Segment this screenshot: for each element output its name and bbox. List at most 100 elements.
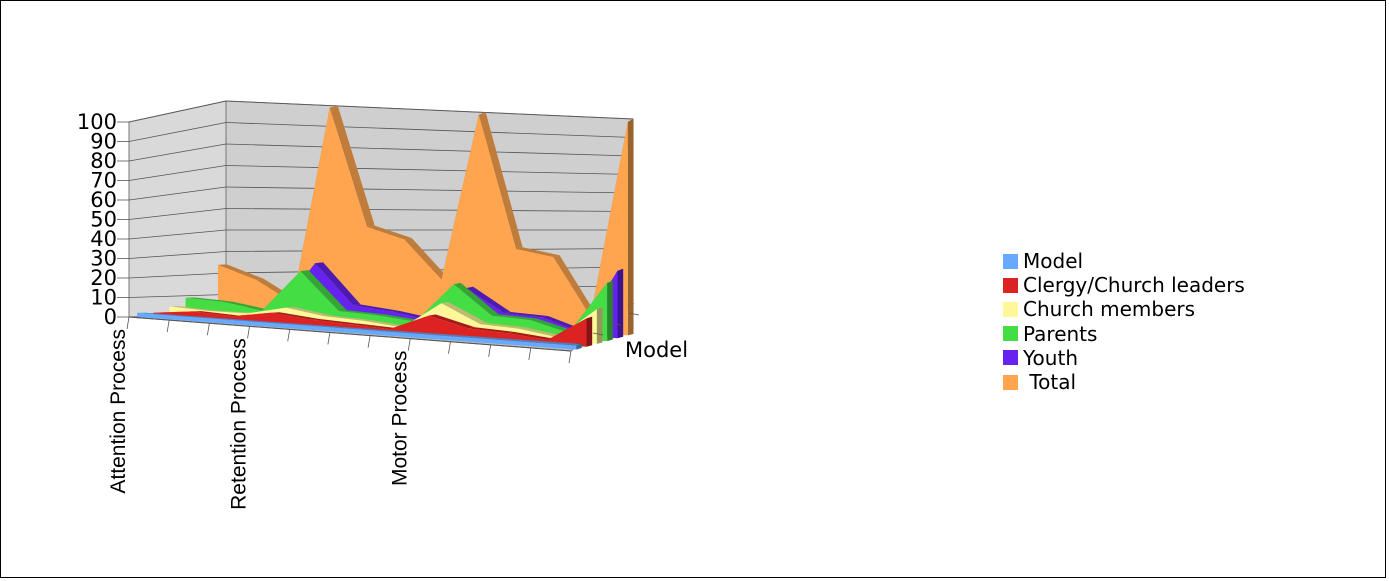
xtick-mark xyxy=(206,323,210,336)
area-top-edge xyxy=(453,282,499,316)
legend-item: Youth xyxy=(1003,346,1245,370)
gridline-side xyxy=(128,251,227,259)
gridline-back xyxy=(225,122,634,138)
xtick-mark xyxy=(488,344,492,357)
depth-tick-mark xyxy=(592,332,604,336)
gridline-side xyxy=(128,143,227,162)
gridline-side xyxy=(128,272,227,279)
area-top-edge xyxy=(185,297,233,303)
ytick-label: 30 xyxy=(90,247,117,271)
category-label: Attention Process xyxy=(107,329,130,494)
area-top-edge xyxy=(516,247,560,258)
xtick-mark xyxy=(367,335,371,348)
legend-item: Parents xyxy=(1003,322,1245,346)
area-top-edge xyxy=(338,310,385,316)
area-top-edge xyxy=(300,270,347,311)
area-top-edge xyxy=(366,225,412,240)
legend-label: Parents xyxy=(1023,321,1098,346)
gridline-back xyxy=(225,143,634,157)
category-label: Retention Process xyxy=(228,338,251,510)
legend-label: Youth xyxy=(1023,345,1078,370)
gridline-back xyxy=(225,248,634,252)
area-top-edge xyxy=(177,315,226,319)
area-top-edge xyxy=(324,315,372,321)
category-label: Motor Process xyxy=(388,351,411,486)
gridline-side xyxy=(128,294,227,298)
area-end-face xyxy=(596,307,603,344)
area-top-edge xyxy=(350,323,397,330)
area-end-face xyxy=(576,344,582,350)
area-top-edge xyxy=(468,327,514,334)
area-end-face xyxy=(586,316,593,347)
xtick-mark xyxy=(528,347,532,360)
area-top-edge xyxy=(504,311,549,318)
xtick-mark xyxy=(126,316,130,330)
legend-swatch xyxy=(1003,253,1018,269)
legend-item: Clergy/Church leaders xyxy=(1003,273,1245,297)
area-end-face xyxy=(607,280,613,342)
area-top-edge xyxy=(352,304,399,312)
area-top-edge xyxy=(519,327,564,338)
legend-label: Clergy/Church leaders xyxy=(1023,273,1245,298)
area-top-edge xyxy=(507,331,554,340)
legend-item: Church members xyxy=(1003,297,1245,321)
gridline-side xyxy=(128,208,227,220)
area-top-edge xyxy=(466,286,511,314)
area-end-face xyxy=(627,118,634,336)
ytick-label: 90 xyxy=(90,130,117,154)
xtick-mark xyxy=(568,350,572,364)
side-wall xyxy=(128,100,227,318)
series-layer xyxy=(137,105,634,350)
area-top-edge xyxy=(329,105,375,228)
area-top-edge xyxy=(169,306,217,311)
area-top-edge xyxy=(492,314,537,320)
depth-tick-mark xyxy=(628,312,640,316)
area-end-face xyxy=(617,268,624,339)
area-top-edge xyxy=(530,318,575,333)
area-model xyxy=(137,312,577,350)
ytick-label: 70 xyxy=(90,169,117,193)
area-top-edge xyxy=(428,314,475,329)
ytick-label: 50 xyxy=(90,208,117,232)
area-top-edge xyxy=(404,238,449,280)
area-top-edge xyxy=(310,318,358,325)
area-top-edge xyxy=(416,332,463,337)
area-top-edge xyxy=(285,307,333,317)
legend-item: Total xyxy=(1003,370,1245,394)
area-top-edge xyxy=(217,264,264,280)
area-top-edge xyxy=(336,326,384,331)
legend-swatch xyxy=(1003,374,1018,390)
gridline-side xyxy=(128,100,227,123)
area-top-edge xyxy=(137,312,186,316)
area-top-edge xyxy=(363,319,410,328)
area-top-edge xyxy=(256,321,305,325)
area-top-edge xyxy=(216,318,265,322)
area-top-edge xyxy=(223,301,271,311)
area-top-edge xyxy=(553,255,597,317)
ytick-label: 10 xyxy=(90,286,117,310)
area-top-edge xyxy=(478,112,523,249)
legend-label: Total xyxy=(1023,370,1077,395)
ytick-label: 0 xyxy=(104,305,117,329)
gridline-side xyxy=(128,122,227,142)
area-top-edge xyxy=(315,262,361,306)
area-top-edge xyxy=(271,312,319,320)
ytick-label: 100 xyxy=(77,110,117,134)
area-top-edge xyxy=(208,310,256,314)
area-top-edge xyxy=(376,329,424,334)
series-0 xyxy=(137,312,582,350)
area-top-edge xyxy=(377,314,423,322)
area-top-edge xyxy=(192,311,241,317)
depth-tick-mark xyxy=(574,342,586,346)
legend-swatch xyxy=(1003,277,1018,293)
area-top-edge xyxy=(536,341,582,346)
area-top-edge xyxy=(441,301,487,325)
xtick-mark xyxy=(327,332,331,345)
area-top-edge xyxy=(480,322,526,329)
gridline-back xyxy=(225,186,634,194)
series-3 xyxy=(185,270,613,342)
xtick-mark xyxy=(448,341,451,354)
